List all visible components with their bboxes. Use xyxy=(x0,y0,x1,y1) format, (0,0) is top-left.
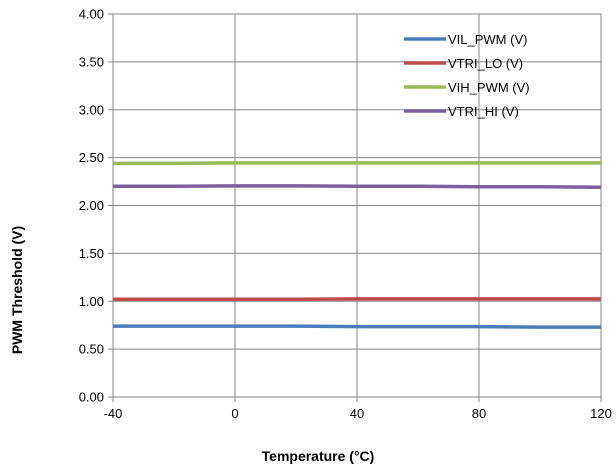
y-tick-label: 4.00 xyxy=(79,7,104,22)
legend-label: VTRI_HI (V) xyxy=(448,104,519,119)
series-lines xyxy=(113,161,602,329)
x-axis-ticks: -40 0 40 80 120 xyxy=(104,397,612,421)
legend: VIL_PWM (V) VTRI_LO (V) VIH_PWM (V) VTRI_HI… xyxy=(404,32,530,119)
y-axis-title: PWM Threshold (V) xyxy=(9,226,25,354)
y-tick-label: 1.50 xyxy=(79,246,104,261)
x-tick-label: 120 xyxy=(590,406,612,421)
legend-label: VIL_PWM (V) xyxy=(448,32,527,47)
x-tick-label: 40 xyxy=(350,406,364,421)
y-tick-label: 3.00 xyxy=(79,102,104,117)
series-line-3 xyxy=(113,161,601,166)
y-tick-label: 0.00 xyxy=(79,390,104,405)
x-axis-title: Temperature (°C) xyxy=(262,448,375,464)
y-tick-label: 0.50 xyxy=(79,342,104,357)
series-line-1 xyxy=(113,324,601,329)
legend-label: VTRI_LO (V) xyxy=(448,56,523,71)
x-tick-label: 80 xyxy=(472,406,486,421)
x-tick-label: -40 xyxy=(104,406,123,421)
grid-lines xyxy=(112,13,602,398)
y-axis-ticks: 0.00 0.50 1.00 1.50 2.00 2.50 3.00 3.50 4.00 xyxy=(79,7,113,405)
x-tick-label: 0 xyxy=(231,406,238,421)
series-line-4 xyxy=(113,184,602,190)
y-tick-label: 3.50 xyxy=(79,54,104,69)
legend-label: VIH_PWM (V) xyxy=(448,80,530,95)
y-tick-label: 2.00 xyxy=(79,198,104,213)
y-tick-label: 1.00 xyxy=(79,294,104,309)
y-tick-label: 2.50 xyxy=(79,150,104,165)
